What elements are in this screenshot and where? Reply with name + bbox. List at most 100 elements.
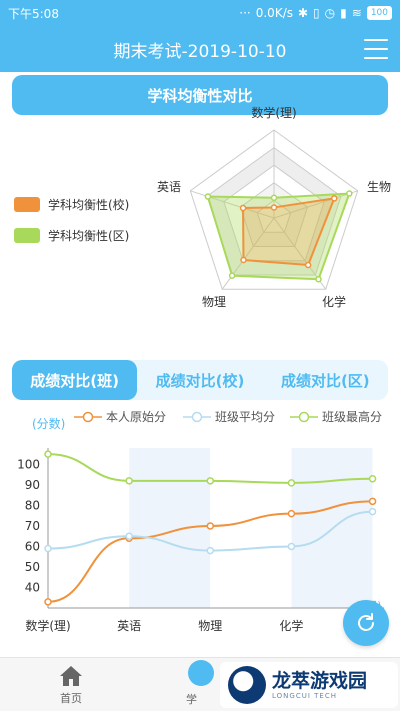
x-tick-label: 化学 [279,619,304,633]
radar-point [204,193,212,200]
legend-line-icon [290,411,318,422]
radar-point [239,204,247,212]
radar-point [270,204,278,211]
series-point [44,544,52,553]
legend-swatch-school [14,197,40,212]
series-point [287,509,296,518]
legend-label-district: 学科均衡性(区) [48,229,130,243]
y-tick-label: 40 [25,580,40,594]
app-header: 期末考试-2019-10-10 [0,26,400,72]
tab-district[interactable]: 成绩对比(区) [280,371,370,390]
legend-label-own: 本人原始分 [106,410,167,424]
series-point [287,479,296,487]
tab-school[interactable]: 成绩对比(校) [155,371,245,390]
radar-point [346,190,353,197]
radar-spoke [273,190,358,219]
watermark: 龙萃游戏园 LONGCUI TECH [220,662,398,708]
radar-point [240,256,247,264]
watermark-main: 龙萃游戏园 [272,670,368,692]
legend-swatch-district [14,228,40,243]
radar-legend-item: 学科均衡性(区) [14,227,129,244]
battery-icon: 100 [366,6,392,20]
series-point [44,598,52,606]
score-line-chart: 40 50 60 70 80 90 100 [17,448,384,609]
y-tick-label: 100 [17,457,40,471]
menu-line-icon [364,48,388,50]
status-time: 下午5:08 [8,6,59,21]
radar-point [270,194,278,202]
radar-legend: 学科均衡性(校) 学科均衡性(区) [14,196,129,258]
y-tick-label: 70 [25,519,40,533]
series-line [47,500,373,603]
chart-band [210,448,292,608]
nav-center-icon [188,660,214,686]
menu-line-icon [364,57,388,59]
series-point [206,546,215,555]
radar-spoke [190,190,275,219]
line-legend: (分数) 本人原始分 班级平均分 班级最高分 [0,404,400,431]
wifi-icon: ≋ [351,6,362,20]
refresh-button[interactable] [343,600,389,646]
y-tick-label: 50 [25,560,40,574]
y-axis-unit: (分数) [32,417,66,431]
network-speed: 0.0K/s [255,6,293,20]
line-legend-item-avg[interactable]: 班级平均分 [183,408,275,425]
line-legend-item-own[interactable]: 本人原始分 [74,408,166,425]
tab-class[interactable]: 成绩对比(班) [12,360,138,400]
radar-legend-item: 学科均衡性(校) [14,196,129,213]
x-tick-label: 英语 [117,619,142,633]
series-point [368,475,377,483]
comparison-tabs: 成绩对比(班) 成绩对比(校) 成绩对比(区) [12,360,388,400]
legend-line-icon [183,411,211,422]
chart-band [129,448,211,608]
legend-label-school: 学科均衡性(校) [48,198,130,212]
series-point [44,450,52,458]
x-tick-label: 数学(理) [25,619,71,633]
line-legend-item-max[interactable]: 班级最高分 [290,408,382,425]
radar-axis-label: 物理 [202,294,227,309]
radar-axis-label: 英语 [156,180,181,195]
legend-label-avg: 班级平均分 [215,410,276,424]
radar-section-title: 学科均衡性对比 [12,75,388,115]
watermark-sub: LONGCUI TECH [272,692,337,700]
nav-home[interactable]: 首页 [58,664,84,706]
alarm-icon: ◷ [324,6,336,20]
radar-point [228,272,236,279]
series-point [368,507,377,516]
y-tick-label: 60 [25,539,40,553]
bluetooth-icon: ✱ [297,6,309,20]
radar-chart [189,129,359,290]
series-point [125,532,133,540]
vibrate-icon: ▯ [313,6,320,20]
menu-line-icon [364,39,388,41]
y-tick-label: 80 [25,498,40,512]
sim-icon: ▮ [340,6,347,20]
notification-dots-icon: ··· [239,6,251,20]
radar-series-area [242,197,336,267]
series-point [125,477,133,485]
radar-axis-label: 生物 [367,180,392,195]
menu-button[interactable] [364,39,388,59]
nav-second-label: 学 [186,693,197,706]
series-point [206,522,215,530]
series-point [206,477,215,485]
nav-second[interactable]: 学 [186,689,197,707]
legend-line-icon [74,411,102,422]
legend-label-max: 班级最高分 [322,410,383,424]
watermark-logo-icon [228,666,266,704]
radar-point [331,195,338,202]
watermark-text: 龙萃游戏园 LONGCUI TECH [272,670,367,700]
refresh-icon [358,613,374,631]
nav-home-label: 首页 [60,692,82,705]
radar-point [304,261,312,269]
radar-axis-label: 化学 [321,294,346,309]
series-point [368,497,377,506]
y-tick-label: 90 [25,478,40,492]
home-icon [60,666,82,686]
series-point [287,542,296,551]
status-icons: ··· 0.0K/s ✱ ▯ ◷ ▮ ≋ 100 [239,6,392,20]
radar-point [315,275,322,283]
radar-axis-label: 数学(理) [251,106,297,120]
chart-band [48,448,130,608]
